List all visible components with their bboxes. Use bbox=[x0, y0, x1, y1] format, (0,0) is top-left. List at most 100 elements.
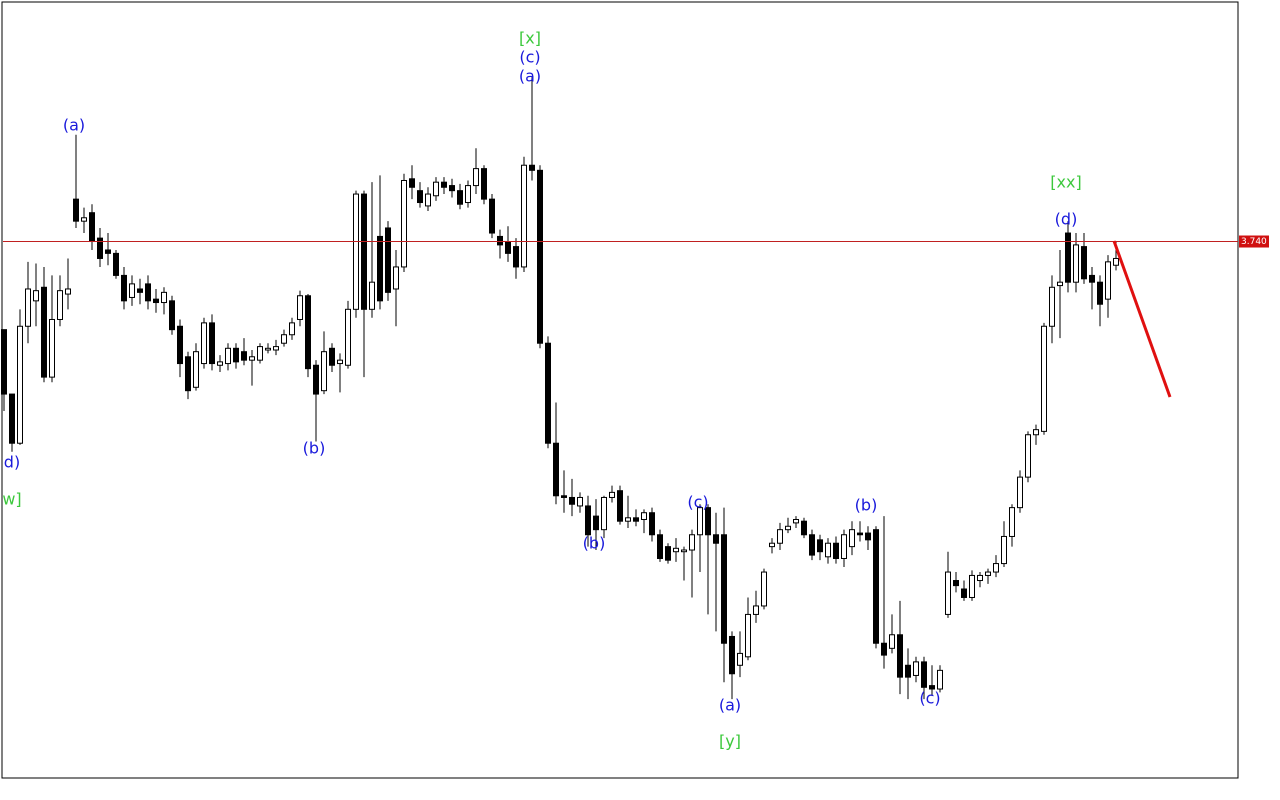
candle-body bbox=[929, 685, 935, 690]
candle-body bbox=[217, 361, 223, 366]
candle-body bbox=[545, 342, 551, 444]
wave-label: [x] bbox=[519, 29, 541, 48]
candle-body bbox=[985, 571, 991, 576]
candle-body bbox=[713, 534, 719, 544]
candle-body bbox=[185, 356, 191, 392]
candle-body bbox=[857, 532, 863, 536]
price-label: 3.740 bbox=[1241, 237, 1267, 247]
candle-body bbox=[17, 325, 23, 444]
wave-label: (a) bbox=[63, 116, 85, 135]
forecast-line bbox=[1112, 240, 1172, 398]
candle-body bbox=[881, 642, 887, 656]
candle-body bbox=[729, 635, 735, 675]
candle-body bbox=[873, 529, 879, 644]
candle-body bbox=[129, 283, 135, 298]
candle-body bbox=[113, 252, 119, 276]
candle-body bbox=[593, 515, 599, 531]
candle-body bbox=[473, 168, 479, 187]
candle-body bbox=[961, 588, 967, 598]
candle-body bbox=[273, 346, 279, 351]
candle-body bbox=[353, 193, 359, 310]
candle-body bbox=[305, 295, 311, 370]
candle-body bbox=[153, 298, 159, 304]
candle-body bbox=[1065, 232, 1071, 283]
candle-body bbox=[1113, 257, 1119, 266]
wave-label: (a) bbox=[719, 696, 741, 715]
candle-body bbox=[65, 288, 71, 295]
candle-body bbox=[697, 507, 703, 536]
candle-body bbox=[441, 181, 447, 188]
candle-body bbox=[457, 190, 463, 205]
candle-body bbox=[1033, 429, 1039, 436]
candle-body bbox=[633, 517, 639, 522]
candle-body bbox=[313, 364, 319, 395]
candle-body bbox=[609, 491, 615, 498]
candle-body bbox=[9, 393, 15, 444]
candle-body bbox=[449, 185, 455, 192]
candle-body bbox=[89, 212, 95, 243]
candle-body bbox=[297, 295, 303, 320]
wave-label: (a) bbox=[519, 67, 541, 86]
candle-body bbox=[953, 580, 959, 587]
candle-body bbox=[1073, 244, 1079, 283]
candle-body bbox=[233, 347, 239, 363]
candle-body bbox=[201, 322, 207, 365]
candle-body bbox=[625, 517, 631, 522]
candle-body bbox=[769, 542, 775, 548]
candle-body bbox=[665, 546, 671, 561]
candle-body bbox=[137, 288, 143, 293]
candle-body bbox=[209, 322, 215, 365]
candle-body bbox=[25, 288, 31, 327]
candle-body bbox=[833, 542, 839, 559]
candle-body bbox=[49, 318, 55, 378]
candle-body bbox=[1025, 434, 1031, 478]
candle-body bbox=[777, 529, 783, 544]
candle-body bbox=[913, 661, 919, 676]
candle-body bbox=[433, 181, 439, 197]
candle-body bbox=[865, 532, 871, 541]
candle-body bbox=[497, 235, 503, 246]
candle-body bbox=[465, 185, 471, 204]
candle-body bbox=[1105, 261, 1111, 300]
candle-body bbox=[617, 490, 623, 522]
candle-body bbox=[489, 198, 495, 234]
candle-body bbox=[825, 542, 831, 558]
price-label-box bbox=[1239, 235, 1269, 248]
candle-body bbox=[281, 334, 287, 344]
candle-body bbox=[369, 281, 375, 310]
candle-body bbox=[817, 539, 823, 553]
candle-body bbox=[577, 496, 583, 507]
candle-body bbox=[537, 169, 543, 344]
candle-body bbox=[601, 496, 607, 531]
candle-body bbox=[705, 507, 711, 536]
candle-body bbox=[193, 351, 199, 388]
candle-body bbox=[1057, 281, 1063, 287]
candle-body bbox=[921, 661, 927, 688]
candle-body bbox=[753, 605, 759, 615]
candle-body bbox=[393, 266, 399, 290]
candle-body bbox=[401, 179, 407, 268]
candle-body bbox=[361, 193, 367, 310]
plot-area bbox=[1, 1, 1239, 779]
candle-body bbox=[505, 241, 511, 254]
candle-body bbox=[385, 227, 391, 293]
candle-body bbox=[641, 512, 647, 521]
wave-label: (b) bbox=[855, 496, 878, 515]
candle-body bbox=[737, 652, 743, 666]
candle-body bbox=[345, 308, 351, 366]
candle-body bbox=[945, 571, 951, 615]
candle-body bbox=[721, 534, 727, 644]
candle-body bbox=[169, 300, 175, 331]
wave-label: (c) bbox=[519, 48, 540, 67]
wave-label: (c) bbox=[687, 493, 708, 512]
candle-body bbox=[849, 529, 855, 548]
candle-body bbox=[977, 574, 983, 582]
candle-body bbox=[145, 283, 151, 302]
candle-body bbox=[409, 178, 415, 188]
candle-body bbox=[1, 329, 7, 395]
candle-body bbox=[1049, 286, 1055, 327]
candle-body bbox=[689, 534, 695, 551]
candle-body bbox=[225, 347, 231, 365]
candle-body bbox=[649, 512, 655, 536]
